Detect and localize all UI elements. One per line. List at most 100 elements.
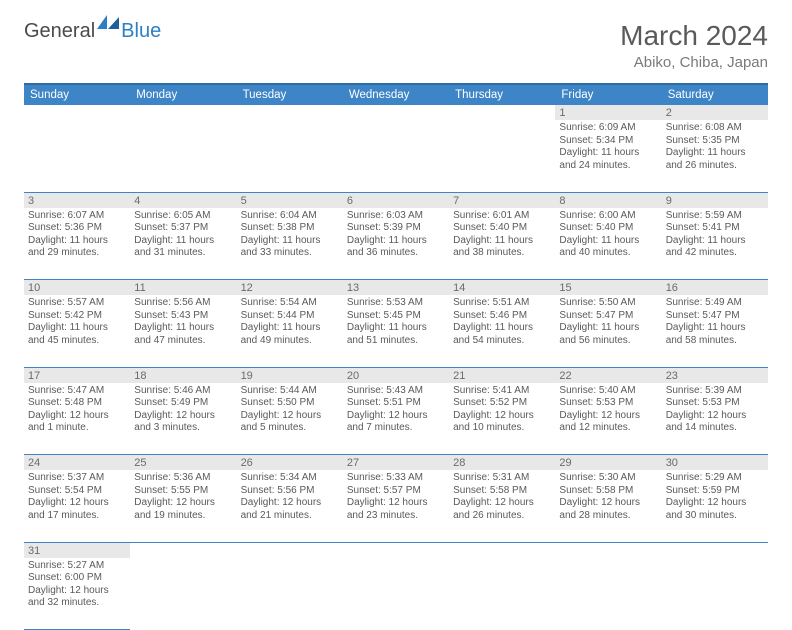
- daylight-line: Daylight: 11 hours and 51 minutes.: [347, 322, 445, 347]
- sunset-line: Sunset: 5:58 PM: [453, 485, 551, 498]
- day-cell: Sunrise: 6:00 AMSunset: 5:40 PMDaylight:…: [555, 208, 661, 280]
- day-number: [449, 542, 555, 558]
- day-number: 3: [24, 192, 130, 208]
- sunset-line: Sunset: 5:40 PM: [559, 222, 657, 235]
- brand-sail-icon: [97, 15, 119, 29]
- day-number: 27: [343, 455, 449, 471]
- day-cell: [555, 558, 661, 630]
- day-number: 1: [555, 105, 661, 120]
- daylight-line: Daylight: 12 hours and 1 minute.: [28, 410, 126, 435]
- sunrise-line: Sunrise: 5:34 AM: [241, 472, 339, 485]
- sunrise-line: Sunrise: 5:49 AM: [666, 297, 764, 310]
- sunset-line: Sunset: 5:57 PM: [347, 485, 445, 498]
- daylight-line: Daylight: 12 hours and 26 minutes.: [453, 497, 551, 522]
- day-cell: Sunrise: 5:53 AMSunset: 5:45 PMDaylight:…: [343, 295, 449, 367]
- day-number: [130, 542, 236, 558]
- month-title: March 2024: [620, 20, 768, 52]
- day-cell: Sunrise: 6:07 AMSunset: 5:36 PMDaylight:…: [24, 208, 130, 280]
- daylight-line: Daylight: 11 hours and 58 minutes.: [666, 322, 764, 347]
- day-number: 19: [237, 367, 343, 383]
- day-number: 31: [24, 542, 130, 558]
- sunset-line: Sunset: 5:49 PM: [134, 397, 232, 410]
- title-block: March 2024 Abiko, Chiba, Japan: [620, 20, 768, 71]
- sunrise-line: Sunrise: 5:40 AM: [559, 385, 657, 398]
- daylight-line: Daylight: 11 hours and 38 minutes.: [453, 235, 551, 260]
- location-label: Abiko, Chiba, Japan: [620, 54, 768, 71]
- daylight-line: Daylight: 12 hours and 21 minutes.: [241, 497, 339, 522]
- day-number: [237, 542, 343, 558]
- daylight-line: Daylight: 12 hours and 5 minutes.: [241, 410, 339, 435]
- sunrise-line: Sunrise: 5:57 AM: [28, 297, 126, 310]
- day-cell: Sunrise: 5:51 AMSunset: 5:46 PMDaylight:…: [449, 295, 555, 367]
- sunrise-line: Sunrise: 5:47 AM: [28, 385, 126, 398]
- day-cell: [662, 558, 768, 630]
- day-number: 11: [130, 280, 236, 296]
- day-cell: [343, 558, 449, 630]
- day-number: 17: [24, 367, 130, 383]
- day-cell: Sunrise: 6:03 AMSunset: 5:39 PMDaylight:…: [343, 208, 449, 280]
- sunrise-line: Sunrise: 5:56 AM: [134, 297, 232, 310]
- day-number: 29: [555, 455, 661, 471]
- day-number: 20: [343, 367, 449, 383]
- day-cell: Sunrise: 6:09 AMSunset: 5:34 PMDaylight:…: [555, 120, 661, 192]
- sunset-line: Sunset: 5:46 PM: [453, 310, 551, 323]
- sunset-line: Sunset: 5:51 PM: [347, 397, 445, 410]
- day-number: [662, 542, 768, 558]
- day-cell: Sunrise: 5:30 AMSunset: 5:58 PMDaylight:…: [555, 470, 661, 542]
- daylight-line: Daylight: 11 hours and 29 minutes.: [28, 235, 126, 260]
- sunrise-line: Sunrise: 5:27 AM: [28, 560, 126, 573]
- day-cell: Sunrise: 5:57 AMSunset: 5:42 PMDaylight:…: [24, 295, 130, 367]
- day-cell: Sunrise: 5:44 AMSunset: 5:50 PMDaylight:…: [237, 383, 343, 455]
- day-number: 18: [130, 367, 236, 383]
- daylight-line: Daylight: 11 hours and 54 minutes.: [453, 322, 551, 347]
- day-number: [555, 542, 661, 558]
- day-number: [237, 105, 343, 120]
- sunrise-line: Sunrise: 5:30 AM: [559, 472, 657, 485]
- sunrise-line: Sunrise: 5:50 AM: [559, 297, 657, 310]
- day-cell: Sunrise: 5:46 AMSunset: 5:49 PMDaylight:…: [130, 383, 236, 455]
- sunrise-line: Sunrise: 5:37 AM: [28, 472, 126, 485]
- sunrise-line: Sunrise: 5:39 AM: [666, 385, 764, 398]
- sunset-line: Sunset: 5:53 PM: [559, 397, 657, 410]
- daylight-line: Daylight: 11 hours and 26 minutes.: [666, 147, 764, 172]
- sunset-line: Sunset: 5:54 PM: [28, 485, 126, 498]
- info-row: Sunrise: 5:37 AMSunset: 5:54 PM Daylight:…: [24, 470, 768, 542]
- day-cell: Sunrise: 5:50 AMSunset: 5:47 PMDaylight:…: [555, 295, 661, 367]
- day-cell: Sunrise: 6:01 AMSunset: 5:40 PMDaylight:…: [449, 208, 555, 280]
- sunrise-line: Sunrise: 6:01 AM: [453, 210, 551, 223]
- sunset-line: Sunset: 5:37 PM: [134, 222, 232, 235]
- daylight-line: Daylight: 12 hours and 7 minutes.: [347, 410, 445, 435]
- sunset-line: Sunset: 5:42 PM: [28, 310, 126, 323]
- day-cell: Sunrise: 5:47 AMSunset: 5:48 PMDaylight:…: [24, 383, 130, 455]
- info-row: Sunrise: 6:09 AMSunset: 5:34 PMDaylight:…: [24, 120, 768, 192]
- day-number: 13: [343, 280, 449, 296]
- weekday-header: Sunday: [24, 84, 130, 105]
- daylight-line: Daylight: 11 hours and 36 minutes.: [347, 235, 445, 260]
- weekday-header: Saturday: [662, 84, 768, 105]
- sunrise-line: Sunrise: 5:29 AM: [666, 472, 764, 485]
- sunrise-line: Sunrise: 5:59 AM: [666, 210, 764, 223]
- day-number: 28: [449, 455, 555, 471]
- day-number: 10: [24, 280, 130, 296]
- sunrise-line: Sunrise: 6:09 AM: [559, 122, 657, 135]
- weekday-header: Tuesday: [237, 84, 343, 105]
- day-number: 24: [24, 455, 130, 471]
- day-number: 7: [449, 192, 555, 208]
- day-cell: [24, 120, 130, 192]
- day-number: 2: [662, 105, 768, 120]
- sunset-line: Sunset: 5:47 PM: [666, 310, 764, 323]
- sunrise-line: Sunrise: 5:33 AM: [347, 472, 445, 485]
- sunrise-line: Sunrise: 5:31 AM: [453, 472, 551, 485]
- day-cell: Sunrise: 5:31 AMSunset: 5:58 PMDaylight:…: [449, 470, 555, 542]
- info-row: Sunrise: 6:07 AMSunset: 5:36 PMDaylight:…: [24, 208, 768, 280]
- info-row: Sunrise: 5:57 AMSunset: 5:42 PM Daylight:…: [24, 295, 768, 367]
- day-number: [130, 105, 236, 120]
- day-cell: Sunrise: 5:49 AMSunset: 5:47 PMDaylight:…: [662, 295, 768, 367]
- sunrise-line: Sunrise: 6:04 AM: [241, 210, 339, 223]
- header: General Blue March 2024 Abiko, Chiba, Ja…: [24, 20, 768, 71]
- day-cell: Sunrise: 5:34 AMSunset: 5:56 PMDaylight:…: [237, 470, 343, 542]
- daylight-line: Daylight: 11 hours and 49 minutes.: [241, 322, 339, 347]
- day-cell: [237, 558, 343, 630]
- daynum-row: 17181920212223: [24, 367, 768, 383]
- info-row: Sunrise: 5:27 AMSunset: 6:00 PMDaylight:…: [24, 558, 768, 630]
